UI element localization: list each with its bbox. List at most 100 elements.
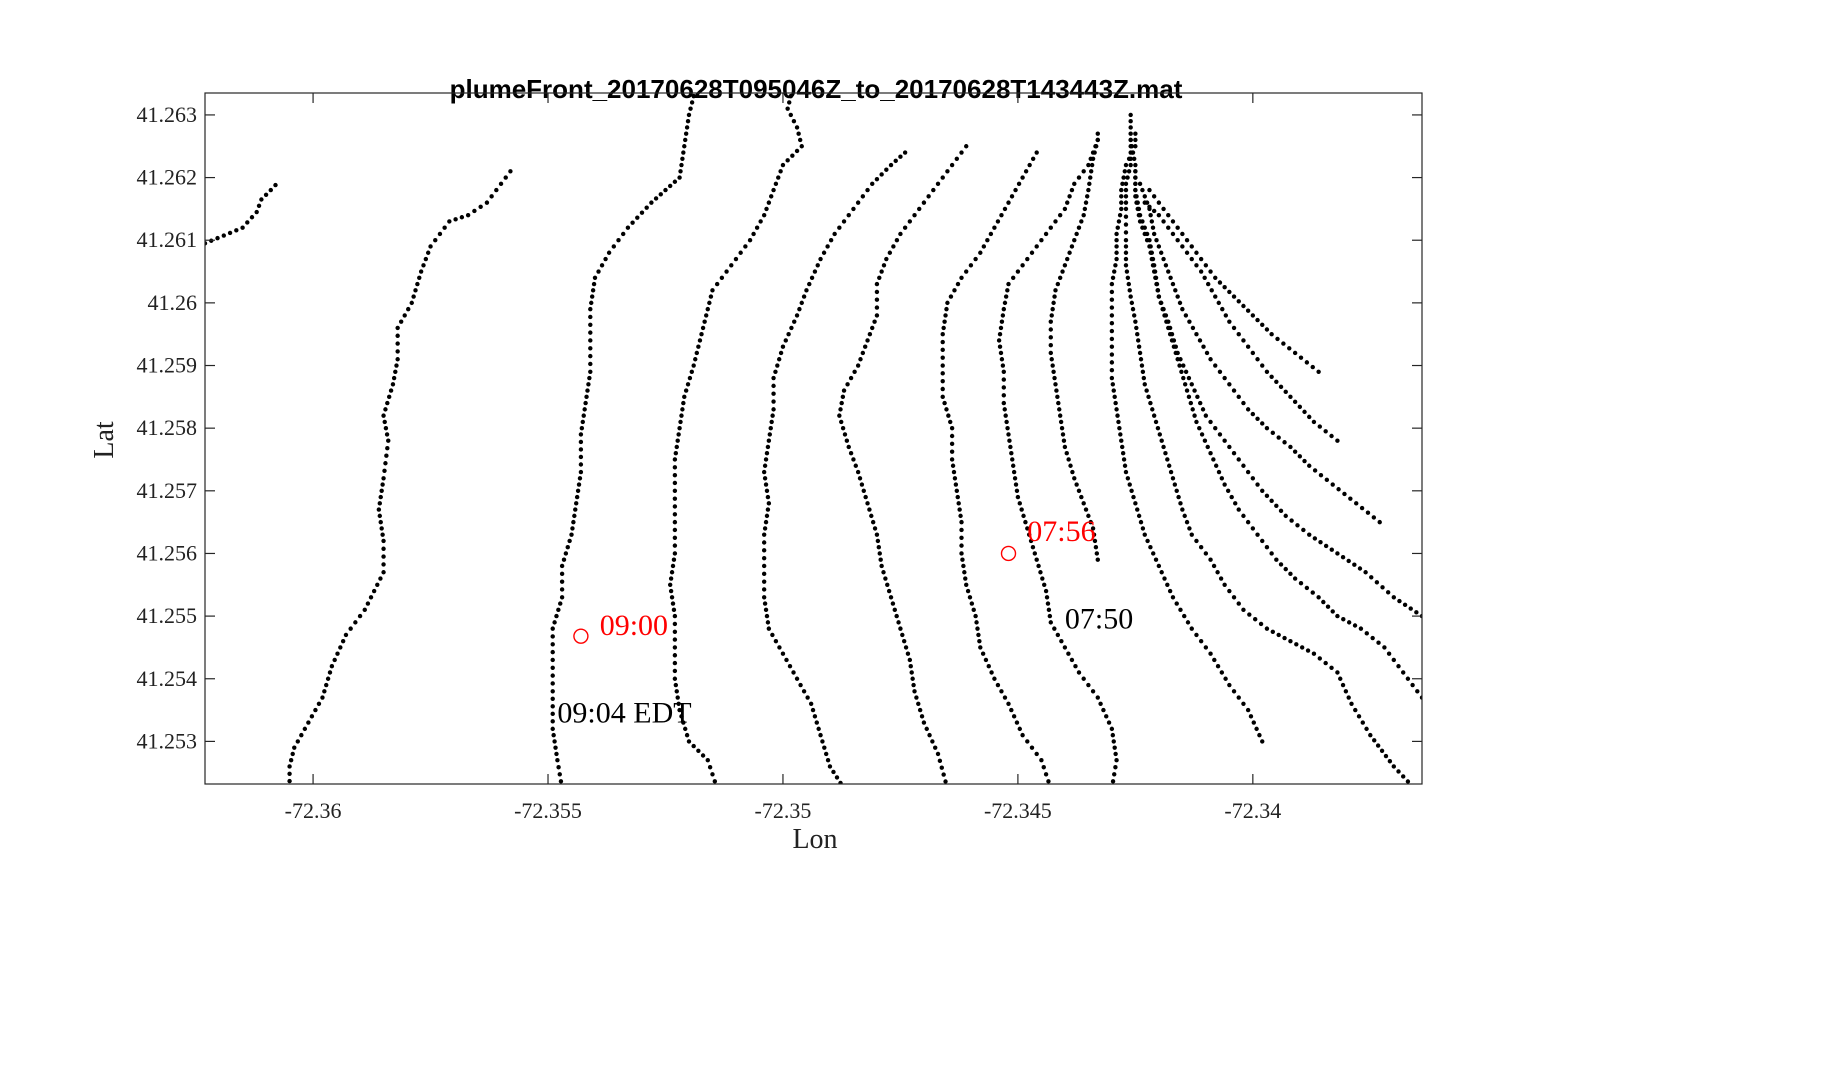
front-point (362, 607, 367, 613)
front-point (1086, 682, 1091, 688)
front-point (1236, 299, 1241, 304)
front-point (1123, 194, 1129, 199)
front-point (1055, 394, 1060, 400)
front-point (1054, 388, 1059, 393)
front-point (1025, 739, 1030, 744)
front-point (812, 714, 818, 719)
front-point (1003, 294, 1009, 299)
front-point (1292, 576, 1298, 581)
front-point (1148, 212, 1153, 218)
front-point (1089, 162, 1095, 168)
front-point (1021, 513, 1026, 519)
front-point (707, 765, 713, 770)
front-point (1128, 294, 1133, 299)
front-point (838, 407, 843, 412)
front-point (1203, 551, 1209, 556)
front-point (1073, 664, 1078, 669)
front-point (962, 570, 967, 575)
front-point (1316, 369, 1321, 374)
front-point (1349, 701, 1354, 707)
front-point (1155, 288, 1160, 293)
plume-front (761, 150, 908, 784)
front-point (1156, 200, 1162, 205)
front-point (1168, 275, 1173, 281)
front-point (1062, 444, 1068, 450)
front-point (320, 695, 325, 700)
front-point (1358, 626, 1364, 631)
front-point (1053, 288, 1058, 293)
front-point (1186, 394, 1192, 400)
front-point (780, 162, 786, 168)
front-point (762, 476, 768, 481)
front-point (559, 579, 565, 584)
front-point (771, 399, 776, 404)
front-point (1151, 269, 1157, 274)
front-point (459, 215, 465, 220)
y-tick-label: 41.257 (137, 478, 198, 503)
front-point (1227, 289, 1232, 295)
front-point (1048, 319, 1053, 324)
front-point (1167, 325, 1173, 331)
front-point (1142, 532, 1147, 537)
front-point (896, 620, 901, 625)
front-point (1323, 660, 1328, 666)
front-point (1288, 638, 1293, 644)
front-point (1027, 162, 1032, 168)
front-point (1156, 563, 1162, 569)
front-point (1118, 432, 1123, 437)
front-point (1270, 629, 1276, 634)
front-point (1269, 374, 1274, 379)
front-point (576, 482, 582, 487)
front-point (986, 664, 991, 669)
front-point (376, 507, 382, 512)
front-point (834, 775, 840, 780)
front-point (302, 726, 308, 732)
front-point (1150, 407, 1155, 412)
front-point (945, 169, 950, 174)
front-point (838, 780, 843, 784)
front-point (1307, 463, 1312, 468)
front-point (1020, 732, 1025, 738)
front-point (671, 557, 677, 562)
front-point (1354, 501, 1359, 506)
front-point (914, 695, 919, 700)
front-point (675, 695, 680, 700)
y-tick-label: 41.258 (137, 415, 198, 440)
front-point (1198, 256, 1204, 262)
front-point (1270, 430, 1276, 436)
front-point (1212, 657, 1217, 663)
front-point (1219, 670, 1225, 675)
front-point (1079, 219, 1084, 224)
front-point (761, 469, 767, 475)
front-point (1255, 532, 1260, 537)
front-point (797, 137, 803, 143)
front-point (672, 179, 678, 184)
front-point (1260, 421, 1265, 426)
front-point (1204, 350, 1210, 356)
front-point (1106, 720, 1112, 725)
front-point (710, 288, 715, 293)
front-point (1098, 701, 1103, 707)
front-point (1161, 206, 1166, 212)
front-point (569, 532, 574, 537)
front-point (940, 363, 945, 368)
front-point (559, 563, 565, 569)
front-point (423, 256, 429, 262)
front-point (1374, 580, 1380, 585)
front-point (1352, 623, 1358, 628)
front-point (1129, 144, 1135, 149)
front-point (1123, 244, 1129, 249)
front-point (683, 388, 689, 393)
front-point (846, 212, 851, 218)
front-point (942, 400, 947, 406)
front-point (1161, 256, 1166, 262)
front-point (672, 465, 678, 470)
front-point (383, 407, 388, 412)
front-point (1340, 555, 1346, 560)
front-point (1056, 400, 1061, 406)
front-point (357, 613, 363, 619)
front-point (1128, 112, 1133, 118)
front-point (1048, 350, 1053, 356)
front-point (684, 732, 690, 738)
front-point (1283, 389, 1288, 395)
